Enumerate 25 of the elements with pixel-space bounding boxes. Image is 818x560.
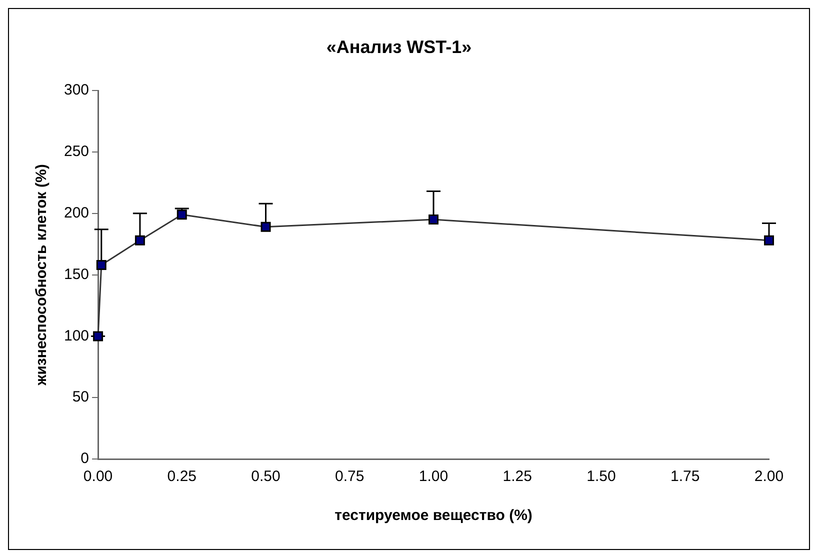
point — [260, 222, 271, 232]
point — [428, 214, 439, 225]
point — [93, 331, 104, 342]
x-tick-label: 1.75 — [670, 468, 700, 486]
y-tick-label: 100 — [64, 327, 90, 344]
x-tick-label: 1.00 — [418, 468, 448, 486]
x-tick-label: 1.50 — [586, 468, 616, 486]
x-tick-label: 2.00 — [754, 468, 784, 486]
y-tick-label: 200 — [64, 204, 90, 222]
y-axis-title: жизнеспособность клеток (%) — [33, 164, 50, 386]
x-tick-label: 0.50 — [251, 468, 280, 486]
point — [764, 235, 774, 246]
chart-title: «Анализ WST-1» — [326, 36, 472, 57]
y-tick-label: 150 — [64, 266, 90, 283]
y-tick-label: 300 — [64, 82, 90, 99]
x-tick-label: 0.75 — [335, 468, 364, 486]
x-tick-label: 0.25 — [167, 468, 196, 486]
x-tick-label: 1.25 — [502, 468, 532, 486]
y-tick-label: 50 — [72, 388, 90, 406]
x-tick-label: 0.00 — [83, 468, 113, 486]
y-tick-label: 0 — [80, 450, 90, 468]
x-axis-title: тестируемое вещество (%) — [334, 507, 532, 524]
y-tick-label: 250 — [64, 143, 90, 160]
point — [134, 235, 145, 246]
point — [176, 210, 187, 220]
